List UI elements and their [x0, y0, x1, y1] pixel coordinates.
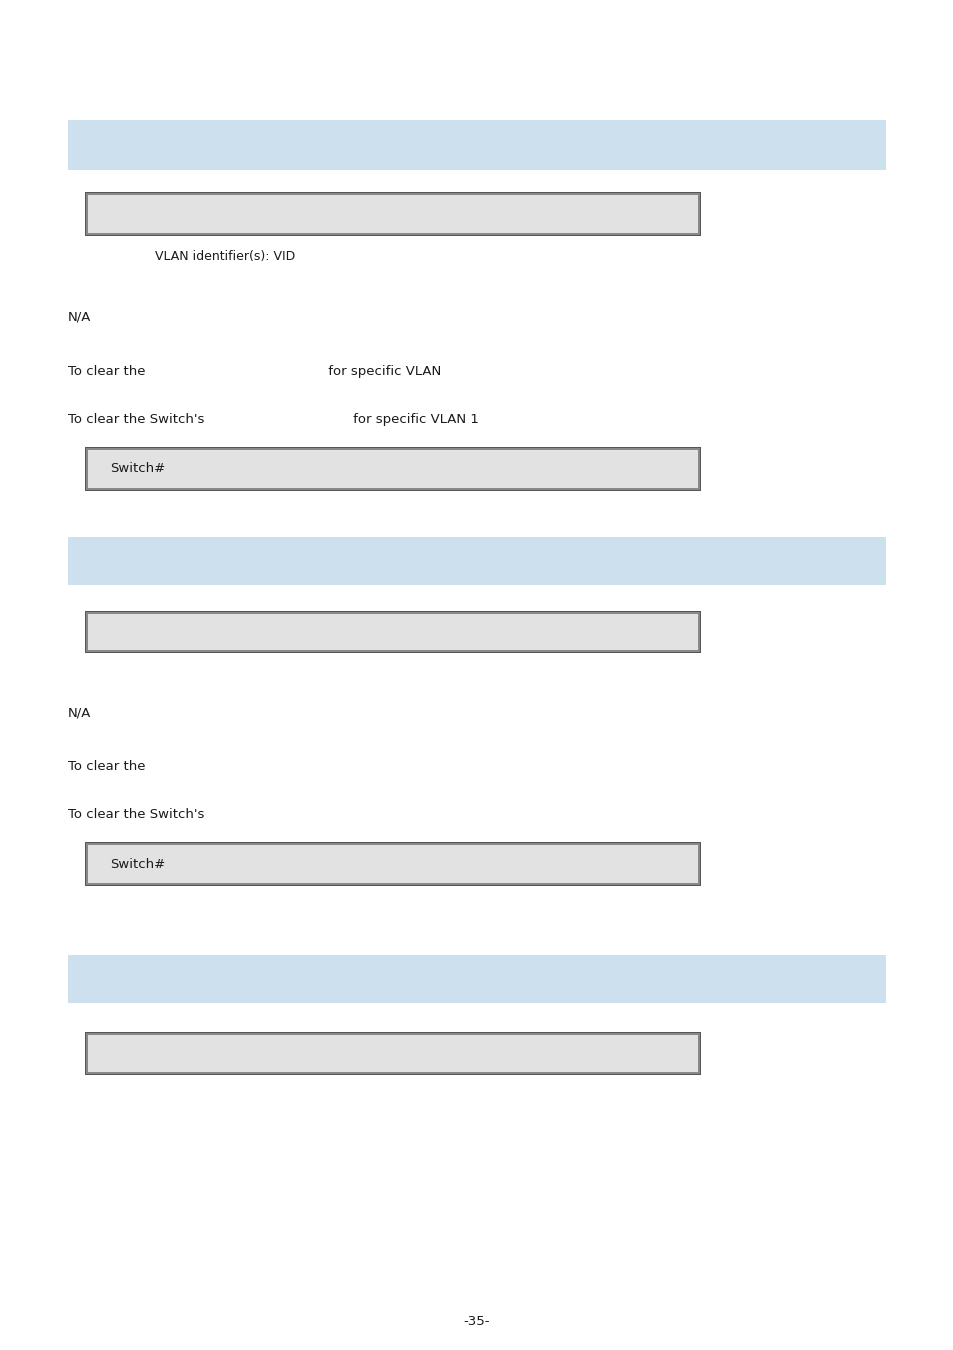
Text: To clear the                                           for specific VLAN: To clear the for specific VLAN [68, 364, 441, 378]
Text: Switch#: Switch# [110, 857, 165, 871]
Bar [88, 450, 698, 487]
Bar [85, 1031, 700, 1075]
Bar [88, 1035, 698, 1072]
Bar [88, 845, 698, 883]
Bar [68, 120, 885, 170]
Bar [85, 192, 700, 236]
Bar [68, 537, 885, 585]
Bar [85, 612, 700, 653]
Bar [85, 842, 700, 886]
Bar [68, 954, 885, 1003]
Bar [86, 1033, 700, 1075]
Text: To clear the: To clear the [68, 760, 146, 774]
Bar [86, 448, 700, 490]
Bar [86, 193, 700, 235]
Text: N/A: N/A [68, 310, 91, 323]
Text: VLAN identifier(s): VID: VLAN identifier(s): VID [154, 250, 294, 263]
Text: -35-: -35- [463, 1315, 490, 1328]
Bar [86, 612, 700, 652]
Bar [86, 842, 700, 886]
Text: N/A: N/A [68, 706, 91, 720]
Text: To clear the Switch's                                   for specific VLAN 1: To clear the Switch's for specific VLAN … [68, 413, 478, 427]
Bar [88, 194, 698, 234]
Text: Switch#: Switch# [110, 463, 165, 475]
Text: To clear the Switch's: To clear the Switch's [68, 809, 204, 821]
Bar [88, 614, 698, 649]
Bar [85, 447, 700, 491]
